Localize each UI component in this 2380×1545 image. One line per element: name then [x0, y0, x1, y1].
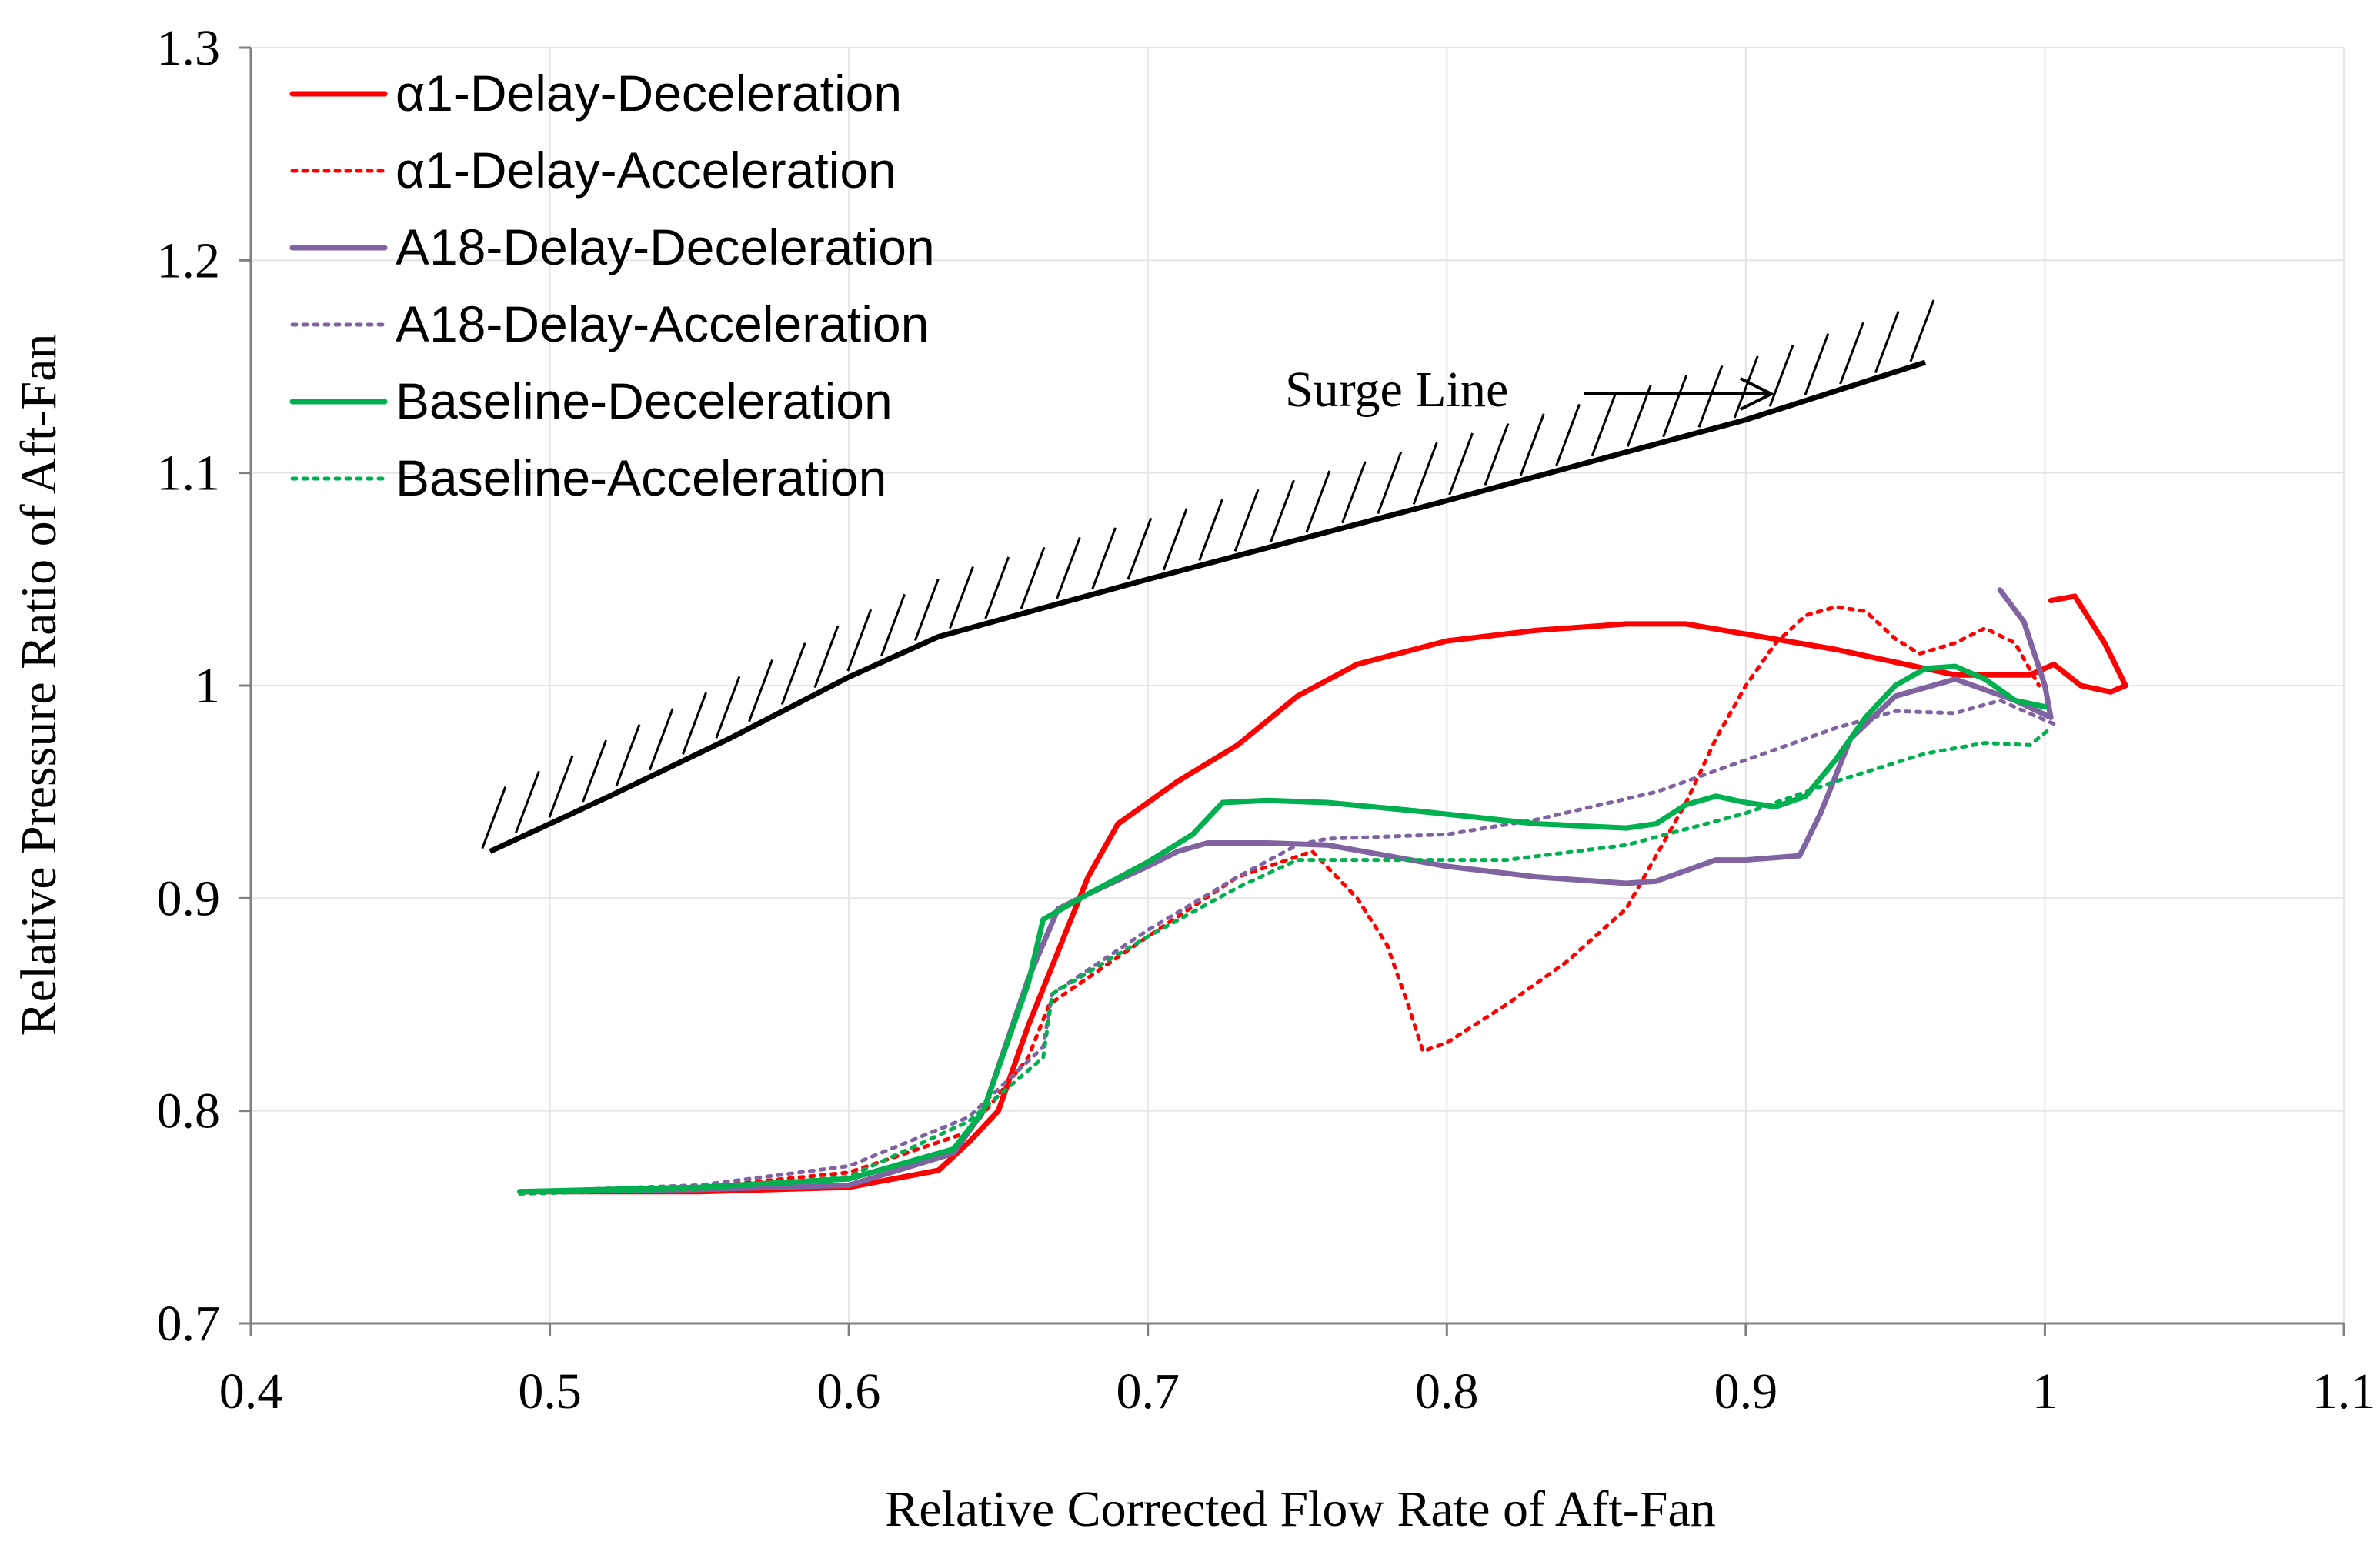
x-tick-label: 1.1: [2312, 1363, 2376, 1420]
y-tick-label: 0.7: [157, 1296, 221, 1352]
surge-hatch: [1484, 422, 1510, 486]
surge-hatch: [846, 609, 873, 672]
surge-hatch: [1020, 546, 1046, 609]
surge-hatch: [1055, 537, 1081, 600]
y-tick-label: 0.9: [157, 870, 221, 926]
surge-hatch: [1839, 322, 1864, 385]
x-tick-label: 0.4: [219, 1363, 283, 1420]
surge-hatch: [1127, 517, 1153, 580]
legend: α1-Delay-Deceleration α1-Delay-Accelerati…: [289, 65, 935, 506]
legend-label-1-delay-deceleration: α1-Delay-Deceleration: [396, 65, 902, 122]
surge-hatch: [1091, 527, 1117, 590]
surge-hatch: [748, 659, 773, 722]
series-line-a18-delay-deceleration: [517, 587, 2054, 1195]
y-tick-label: 0.8: [157, 1083, 221, 1140]
surge-hatch: [1412, 442, 1438, 505]
surge-hatch: [1909, 299, 1935, 362]
surge-line-annotation: Surge Line: [1285, 362, 1508, 418]
x-tick-label: 0.5: [518, 1363, 582, 1420]
surge-hatch: [582, 739, 607, 803]
x-tick-label: 0.8: [1415, 1363, 1479, 1420]
x-tick-label: 1: [2032, 1363, 2058, 1420]
series-line-1-delay-acceleration: [518, 605, 2041, 1194]
surge-hatch: [1233, 489, 1260, 552]
legend-label-baseline-acceleration: Baseline-Acceleration: [396, 449, 886, 506]
y-tick-label: 1.1: [157, 445, 221, 502]
legend-label-a18-delay-deceleration: A18-Delay-Deceleration: [396, 219, 935, 275]
surge-hatch: [913, 579, 940, 642]
surge-hatch: [1591, 394, 1617, 457]
surge-hatch: [1733, 355, 1759, 419]
surge-hatch: [1377, 451, 1403, 515]
surge-hatch: [1305, 470, 1331, 533]
x-tick-label: 0.7: [1116, 1363, 1180, 1420]
surge-hatch: [880, 593, 906, 656]
axes: [239, 46, 2345, 1336]
surge-hatch: [1270, 479, 1295, 542]
legend-label-a18-delay-acceleration: A18-Delay-Acceleration: [396, 295, 929, 352]
surge-hatch: [648, 708, 674, 771]
surge-hatch: [1768, 344, 1794, 407]
x-tick-label: 0.9: [1714, 1363, 1778, 1420]
surge-line-group: [481, 299, 1935, 854]
surge-hatch: [1662, 375, 1688, 438]
surge-hatch: [984, 556, 1010, 619]
legend-label-1-delay-acceleration: α1-Delay-Acceleration: [396, 142, 896, 199]
series-group: [517, 587, 2128, 1196]
surge-hatch: [1519, 413, 1545, 476]
y-axis-title: Relative Pressure Ratio of Aft-Fan: [11, 334, 67, 1036]
surge-hatch: [715, 676, 741, 739]
surge-hatch: [615, 724, 641, 787]
surge-line: [489, 359, 1927, 854]
surge-arrow-head: [1740, 377, 1775, 411]
y-tick-label: 1: [195, 658, 220, 714]
surge-hatch: [481, 786, 507, 849]
x-tick-label: 0.6: [817, 1363, 881, 1420]
surge-hatch: [515, 770, 540, 833]
legend-label-baseline-deceleration: Baseline-Deceleration: [396, 372, 893, 429]
surge-hatch: [949, 566, 974, 629]
surge-hatch: [548, 755, 574, 818]
surge-hatch: [1555, 403, 1581, 466]
surge-hatch: [780, 642, 806, 706]
surge-hatch: [682, 692, 707, 755]
surge-hatch: [813, 626, 840, 689]
tick-labels: 0.4 0.5 0.6 0.7 0.8 0.9 1 1.1 0.7 0.8 0.9 1 1.1 1.2 1.…: [157, 20, 2376, 1420]
series-line-1-delay-deceleration: [517, 593, 2128, 1195]
surge-hatch: [1162, 508, 1188, 571]
surge-hatch: [1198, 499, 1224, 562]
y-tick-label: 1.3: [157, 20, 221, 76]
x-axis-title: Relative Corrected Flow Rate of Aft-Fan: [885, 1481, 1716, 1537]
series-line-baseline-acceleration: [518, 726, 2053, 1196]
surge-hatch: [1804, 333, 1830, 396]
surge-hatch: [1448, 432, 1474, 496]
surge-hatch: [1340, 461, 1367, 524]
surge-hatch: [1874, 310, 1900, 374]
series-line-baseline-deceleration: [517, 663, 2048, 1195]
surge-hatch: [1697, 365, 1724, 428]
series-line-a18-delay-acceleration: [518, 698, 2056, 1194]
y-tick-label: 1.2: [157, 232, 221, 289]
